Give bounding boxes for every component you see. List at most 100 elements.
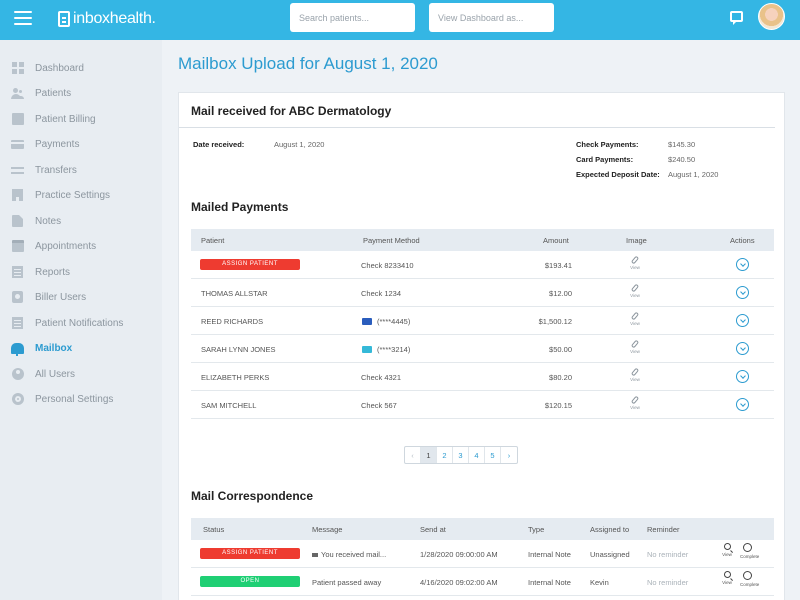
visa-card-icon: [362, 318, 372, 325]
paperclip-icon: [630, 395, 640, 405]
assign-patient-button[interactable]: ASSIGN PATIENT: [200, 259, 300, 270]
patient-name[interactable]: ELIZABETH PERKS: [201, 373, 270, 382]
message-type: Internal Note: [528, 550, 571, 559]
payment-method: (****3214): [377, 345, 411, 354]
sidebar-item-dashboard[interactable]: Dashboard: [0, 57, 162, 79]
payment-amount: $120.15: [544, 401, 572, 410]
send-at: 1/28/2020 09:00:00 AM: [420, 550, 498, 559]
transfer-icon: [11, 164, 24, 177]
patients-icon: [11, 87, 24, 100]
message-type: Internal Note: [528, 578, 571, 587]
table-row[interactable]: SARAH LYNN JONES (****3214) $50.00 View: [191, 335, 774, 363]
payment-amount: $193.41: [544, 261, 572, 270]
view-image-button[interactable]: View: [628, 339, 642, 354]
pagination-page-3[interactable]: 3: [453, 447, 469, 463]
view-image-button[interactable]: View: [628, 395, 642, 410]
row-actions-button[interactable]: [736, 258, 749, 271]
view-dashboard-as-input[interactable]: View Dashboard as...: [429, 3, 554, 32]
sidebar-item-all-users[interactable]: All Users: [0, 363, 162, 385]
card-payments-label: Card Payments:: [576, 155, 634, 164]
patient-name[interactable]: THOMAS ALLSTAR: [201, 289, 268, 298]
sidebar-item-reports[interactable]: Reports: [0, 261, 162, 283]
complete-button[interactable]: Complete: [740, 571, 759, 587]
pagination-next-button[interactable]: ›: [507, 450, 511, 460]
sidebar-item-mailbox[interactable]: Mailbox: [0, 337, 162, 359]
row-actions-button[interactable]: [736, 370, 749, 383]
sidebar-item-patients[interactable]: Patients: [0, 82, 162, 104]
sidebar-item-payments[interactable]: Payments: [0, 133, 162, 155]
paperclip-icon: [630, 255, 640, 265]
envelope-icon: [312, 553, 318, 558]
row-actions-button[interactable]: [736, 398, 749, 411]
view-image-button[interactable]: View: [628, 255, 642, 270]
sidebar-item-personal-settings[interactable]: Personal Settings: [0, 388, 162, 410]
table-row[interactable]: THOMAS ALLSTAR Check 1234 $12.00 View: [191, 279, 774, 307]
paperclip-icon: [630, 339, 640, 349]
view-image-button[interactable]: View: [628, 311, 642, 326]
chat-icon[interactable]: [730, 11, 743, 25]
patient-name[interactable]: SAM MITCHELL: [201, 401, 257, 410]
hamburger-menu-icon[interactable]: [14, 11, 32, 25]
pagination-page-5[interactable]: 5: [485, 447, 501, 463]
sidebar-item-notes[interactable]: Notes: [0, 210, 162, 232]
date-received-value: August 1, 2020: [274, 140, 325, 149]
logo[interactable]: inboxhealth.: [58, 9, 156, 29]
payment-amount: $50.00: [549, 345, 572, 354]
sidebar-item-biller-users[interactable]: Biller Users: [0, 286, 162, 308]
sidebar-item-practice-settings[interactable]: Practice Settings: [0, 184, 162, 206]
patient-name[interactable]: SARAH LYNN JONES: [201, 345, 276, 354]
search-patients-input[interactable]: Search patients...: [290, 3, 415, 32]
note-icon: [11, 215, 24, 228]
expected-deposit-value: August 1, 2020: [668, 170, 719, 179]
table-row[interactable]: ASSIGN PATIENT Check 8233410 $193.41 Vie…: [191, 251, 774, 279]
magnifier-icon: [723, 571, 731, 578]
view-image-label: View: [630, 377, 640, 382]
sidebar-item-appointments[interactable]: Appointments: [0, 235, 162, 257]
pagination-page-4[interactable]: 4: [469, 447, 485, 463]
status-badge[interactable]: ASSIGN PATIENT: [200, 548, 300, 559]
table-row[interactable]: SAM MITCHELL Check 567 $120.15 View: [191, 391, 774, 419]
mailbox-icon: [11, 342, 24, 356]
view-button[interactable]: View: [720, 543, 734, 557]
view-image-label: View: [630, 265, 640, 270]
row-actions-button[interactable]: [736, 286, 749, 299]
magnifier-icon: [723, 543, 731, 550]
circle-icon: [742, 543, 752, 552]
table-row[interactable]: REED RICHARDS (****4445) $1,500.12 View: [191, 307, 774, 335]
view-image-button[interactable]: View: [628, 367, 642, 382]
row-actions-button[interactable]: [736, 342, 749, 355]
chevron-down-icon: [739, 400, 746, 407]
sidebar-item-transfers[interactable]: Transfers: [0, 159, 162, 181]
view-image-label: View: [630, 349, 640, 354]
mailed-payments-title: Mailed Payments: [191, 200, 289, 214]
sidebar-item-patient-billing[interactable]: Patient Billing: [0, 108, 162, 130]
date-received-label: Date received:: [193, 140, 245, 149]
chevron-down-icon: [739, 316, 746, 323]
view-button[interactable]: View: [720, 571, 734, 585]
billing-icon: [11, 113, 24, 126]
complete-button[interactable]: Complete: [740, 543, 759, 559]
avatar[interactable]: [758, 3, 785, 30]
status-badge[interactable]: OPEN: [200, 576, 300, 587]
table-row[interactable]: ELIZABETH PERKS Check 4321 $80.20 View: [191, 363, 774, 391]
column-header: Actions: [730, 236, 755, 245]
view-image-button[interactable]: View: [628, 283, 642, 298]
row-actions-button[interactable]: [736, 314, 749, 327]
view-label: View: [722, 552, 732, 557]
payment-amount: $80.20: [549, 373, 572, 382]
pagination-prev-button[interactable]: ‹: [405, 447, 421, 463]
patient-name[interactable]: REED RICHARDS: [201, 317, 264, 326]
sidebar-item-patient-notifications[interactable]: Patient Notifications: [0, 312, 162, 334]
column-header: Reminder: [647, 525, 680, 534]
view-image-label: View: [630, 293, 640, 298]
table-row[interactable]: ASSIGN PATIENT You received mail... 1/28…: [191, 540, 774, 568]
pagination-page-1[interactable]: 1: [421, 447, 437, 463]
view-image-label: View: [630, 405, 640, 410]
chevron-down-icon: [739, 288, 746, 295]
building-icon: [11, 189, 24, 202]
payment-method: (****4445): [377, 317, 411, 326]
table-row[interactable]: OPEN Patient passed away 4/16/2020 09:02…: [191, 568, 774, 596]
send-at: 4/16/2020 09:02:00 AM: [420, 578, 498, 587]
view-image-label: View: [630, 321, 640, 326]
pagination-page-2[interactable]: 2: [437, 447, 453, 463]
